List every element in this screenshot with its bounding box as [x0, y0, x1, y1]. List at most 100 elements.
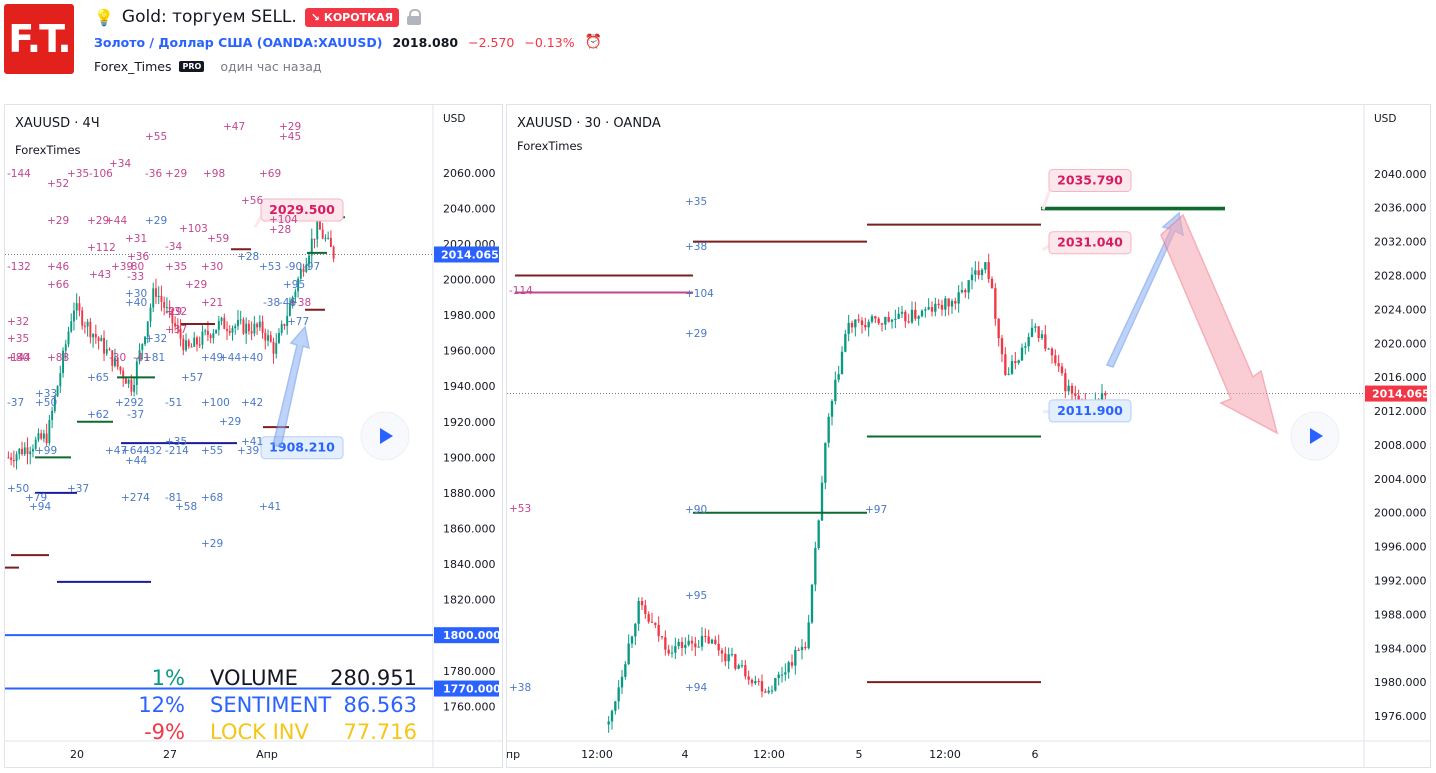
candle-body [138, 350, 141, 362]
trade-annotation: +104 [269, 214, 298, 226]
candle-body [1057, 363, 1060, 367]
candle-body [1054, 355, 1057, 364]
level-price-tag [434, 627, 499, 644]
callout-label: 1908.210 [269, 440, 335, 455]
author-name[interactable]: Forex_Times [94, 58, 172, 74]
trade-annotation: +38 [289, 297, 311, 309]
candle-body [634, 623, 637, 637]
chart-pane-30m[interactable]: XAUUSD · 30 · OANDA ForexTimes USD 2040.000… [506, 104, 1431, 768]
candle-body [37, 433, 40, 440]
candle-body [947, 298, 950, 307]
alarm-clock-icon[interactable]: ⏰ [584, 34, 603, 50]
candle-body [258, 321, 261, 328]
candle-body [897, 313, 900, 319]
candle-body [767, 690, 770, 693]
candle-body [934, 303, 937, 312]
candle-body [201, 331, 204, 345]
y-tick-label: 1984.000 [1374, 642, 1427, 655]
candle-body [837, 374, 840, 380]
trade-annotation: +32 [7, 316, 29, 328]
symbol-link[interactable]: Золото / Доллар США (OANDA:XAUUSD) [94, 34, 383, 50]
trade-annotation: -32 [145, 445, 162, 457]
trade-annotation: +29 [145, 215, 167, 227]
candle-body [171, 309, 174, 324]
stat-value: 86.563 [344, 693, 417, 717]
trade-annotation: +55 [201, 445, 223, 457]
chart-pane-4h[interactable]: XAUUSD · 4Ч ForexTimes USD 2060.000 2040.000… [4, 104, 503, 768]
trade-annotation: +66 [47, 279, 69, 291]
y-tick-label: 2040.000 [1374, 168, 1427, 181]
candle-body [212, 333, 215, 339]
play-icon [1310, 428, 1323, 444]
y-tick-label: 1976.000 [1374, 710, 1427, 723]
candle-body [10, 457, 13, 460]
trade-annotation: +42 [241, 397, 263, 409]
candle-body [864, 325, 867, 328]
candle-body [727, 654, 730, 662]
candle-body [1040, 334, 1044, 338]
y-tick-label: 1992.000 [1374, 575, 1427, 588]
candle-body [814, 548, 817, 585]
candle-body [100, 337, 103, 342]
candle-body [817, 520, 820, 549]
candle-body [53, 396, 56, 411]
candle-body [687, 640, 690, 645]
trade-annotation: +21 [201, 297, 223, 309]
trade-annotation: -106 [89, 168, 113, 180]
candle-body [877, 318, 880, 324]
candle-body [196, 337, 198, 345]
candle-body [105, 349, 108, 354]
x-tick-label: 4 [682, 748, 689, 761]
candle-body [904, 311, 907, 322]
trade-annotation: +34 [109, 158, 131, 170]
candle-body [914, 309, 917, 319]
candle-body [64, 344, 67, 351]
candle-body [48, 420, 51, 444]
candle-body [1024, 346, 1027, 348]
candle-body [857, 319, 860, 321]
idea-title: Gold: торгуем SELL. [121, 7, 297, 27]
y-tick-label: 1780.000 [443, 665, 496, 678]
candle-body [630, 636, 634, 644]
candle-body [280, 324, 283, 333]
candle-body [168, 307, 171, 310]
candle-body [1000, 338, 1004, 355]
trade-annotation: +35 [7, 333, 29, 345]
forextimes-logo: F.T. [4, 4, 74, 74]
candle-body [45, 433, 48, 444]
candle-body [163, 301, 166, 308]
trade-annotation: +31 [125, 233, 147, 245]
chart-30m-svg[interactable]: XAUUSD · 30 · OANDA ForexTimes USD 2040.000… [507, 105, 1430, 767]
candle-body [152, 288, 155, 308]
trade-annotation: -34 [165, 241, 182, 253]
candle-body [237, 320, 239, 327]
candle-body [850, 322, 854, 328]
candle-body [234, 326, 237, 329]
candle-body [977, 270, 980, 276]
candle-body [944, 298, 947, 310]
candle-body [840, 351, 844, 375]
candle-body [870, 316, 874, 322]
callout-label: 2031.040 [1057, 235, 1123, 250]
candle-body [860, 320, 864, 326]
chart-4h-svg[interactable]: XAUUSD · 4Ч ForexTimes USD 2060.000 2040.000… [5, 105, 502, 767]
candle-body [607, 721, 610, 725]
candle-body [316, 218, 319, 240]
trade-annotation: +95 [685, 590, 707, 602]
trade-annotation: +94 [29, 501, 51, 513]
candle-body [1104, 393, 1107, 396]
candle-body [720, 650, 724, 654]
candle-body [89, 321, 92, 338]
candle-body [657, 624, 660, 637]
trade-annotation: +29 [279, 121, 301, 133]
candle-body [660, 636, 664, 638]
candle-body [724, 653, 727, 662]
candle-body [1060, 366, 1064, 374]
x-tick-label: 12:00 [753, 748, 785, 761]
candle-body [242, 319, 245, 334]
trade-annotation: +90 [685, 504, 707, 516]
stat-percent: 12% [138, 693, 185, 717]
candle-body [223, 317, 226, 329]
trade-annotation: -37 [7, 397, 24, 409]
candle-body [217, 320, 220, 330]
